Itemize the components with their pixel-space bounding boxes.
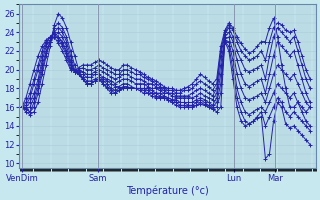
X-axis label: Température (°c): Température (°c) (126, 185, 209, 196)
